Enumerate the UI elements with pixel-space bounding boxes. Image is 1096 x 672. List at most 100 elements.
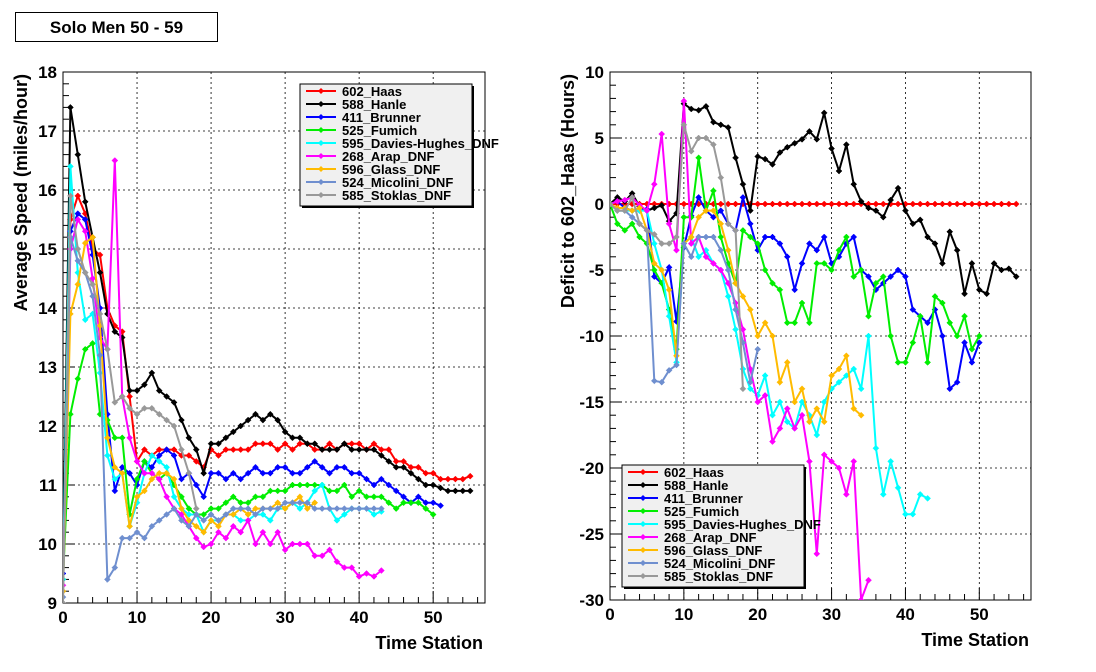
legend-marker	[640, 482, 646, 488]
data-point	[96, 251, 104, 259]
data-point	[192, 481, 200, 489]
data-point	[407, 469, 415, 477]
data-point	[148, 369, 156, 377]
data-point	[355, 487, 363, 495]
data-point	[643, 207, 651, 214]
data-point	[252, 440, 259, 448]
data-point	[614, 207, 621, 214]
data-point	[850, 200, 858, 208]
y-tick-label: -10	[579, 327, 604, 346]
data-point	[968, 345, 976, 353]
data-point	[355, 469, 363, 477]
data-point	[769, 161, 776, 168]
data-point	[363, 570, 370, 577]
data-point	[185, 434, 193, 442]
x-tick-label: 40	[350, 608, 369, 627]
data-point	[798, 135, 806, 143]
data-point	[370, 481, 378, 489]
y-tick-label: -20	[579, 459, 604, 478]
data-point	[281, 440, 289, 448]
data-point	[370, 573, 378, 580]
data-point	[126, 469, 133, 477]
data-point	[437, 475, 444, 483]
data-point	[377, 493, 385, 501]
data-point	[687, 253, 695, 261]
x-tick-label: 10	[674, 605, 693, 624]
data-point	[422, 469, 430, 477]
data-point	[155, 387, 163, 394]
y-tick-label: 16	[38, 181, 57, 200]
data-point	[444, 475, 452, 483]
data-point	[990, 200, 998, 208]
data-point	[81, 269, 89, 276]
data-point	[968, 260, 976, 267]
data-point	[902, 359, 909, 366]
data-point	[946, 200, 954, 208]
data-point	[141, 404, 148, 412]
data-point	[229, 446, 237, 453]
data-point	[717, 220, 725, 228]
y-tick-label: 12	[38, 417, 57, 436]
legend-marker	[640, 534, 646, 540]
data-point	[429, 469, 437, 477]
data-point	[385, 458, 393, 465]
data-point	[850, 273, 858, 280]
data-point	[229, 505, 237, 512]
data-point	[192, 522, 200, 530]
data-point	[769, 233, 776, 241]
data-point	[133, 458, 141, 465]
data-point	[998, 266, 1005, 274]
data-point	[340, 481, 348, 489]
data-point	[916, 312, 924, 320]
data-point	[939, 299, 946, 307]
data-point	[746, 233, 754, 241]
data-point	[318, 446, 326, 453]
data-point	[178, 505, 185, 512]
chart-title: Solo Men 50 - 59	[15, 12, 218, 42]
data-point	[163, 416, 171, 424]
data-point	[909, 220, 917, 228]
legend-marker	[318, 101, 324, 107]
data-point	[163, 446, 171, 453]
data-point	[953, 246, 961, 254]
data-point	[89, 340, 96, 347]
data-point	[348, 493, 356, 501]
y-tick-label: 11	[39, 476, 57, 495]
data-point	[732, 326, 739, 333]
data-point	[798, 411, 806, 419]
data-point	[761, 155, 769, 163]
data-point	[695, 253, 702, 261]
data-point	[680, 240, 688, 247]
data-point	[215, 469, 222, 477]
data-point	[259, 505, 267, 512]
data-point	[422, 481, 430, 489]
data-point	[798, 260, 806, 267]
data-point	[192, 534, 200, 542]
data-point	[879, 213, 887, 221]
data-point	[126, 387, 133, 394]
data-point	[1005, 200, 1013, 208]
data-point	[636, 220, 643, 228]
data-point	[348, 469, 356, 477]
data-point	[710, 233, 717, 241]
y-tick-label: 9	[48, 594, 57, 613]
data-point	[902, 207, 909, 214]
data-point	[111, 434, 119, 442]
data-point	[207, 511, 215, 518]
data-point	[163, 469, 171, 477]
data-point	[385, 499, 393, 507]
data-point	[916, 200, 924, 208]
data-point	[717, 174, 725, 181]
data-point	[628, 207, 636, 214]
legend-label: 595_Davies-Hughes_DNF	[664, 517, 821, 532]
data-point	[133, 475, 141, 483]
series-524_Micolini_DNF	[610, 200, 762, 386]
x-tick-label: 20	[202, 608, 221, 627]
data-point	[1012, 273, 1020, 280]
data-point	[924, 233, 931, 241]
legend-label: 411_Brunner	[342, 110, 421, 125]
x-tick-label: 50	[970, 605, 989, 624]
y-tick-label: 0	[595, 195, 604, 214]
data-point	[813, 405, 821, 412]
data-point	[252, 463, 259, 471]
